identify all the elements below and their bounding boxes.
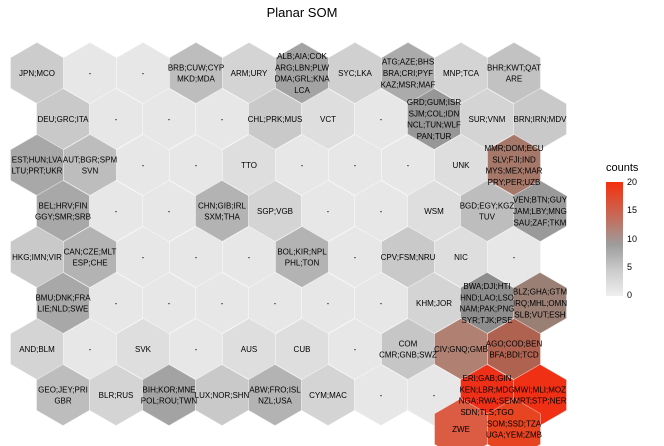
som-cell-label: -: [221, 115, 224, 124]
som-cell-label: -: [195, 345, 198, 354]
som-cell-label: AUT;BGR;SPM SVN: [63, 155, 118, 175]
som-cell-label: COM CMR;GNB;SWZ: [379, 339, 437, 359]
som-cell-label: -: [380, 207, 383, 216]
som-cell-label: TTO: [241, 161, 257, 170]
som-cell-label: BRN;IRN;MDV: [514, 115, 568, 124]
som-cell-label: BLR;RUS: [99, 391, 134, 400]
som-cell-label: VCT: [320, 115, 336, 124]
legend-tick: 10: [627, 233, 638, 244]
som-cell-label: -: [115, 299, 118, 308]
som-cell-label: BOL;KIR;NPL PHL;TON: [277, 247, 327, 267]
som-cell-label: -: [380, 115, 383, 124]
som-cell-label: SUR;VNM: [469, 115, 506, 124]
som-cell-label: LUX;NOR;SHN: [195, 391, 250, 400]
som-cell-label: MWI;MLI;MOZ MRT;STP;NER: [513, 385, 566, 405]
som-cell-label: AND;BLM: [19, 345, 55, 354]
som-cell-label: AUS: [241, 345, 257, 354]
som-cell-label: -: [168, 115, 171, 124]
som-cell-label: -: [513, 253, 516, 262]
som-cell-label: ALB;AIA;COK ARG;LBN;PLW DMA;GRL;KNA LCA: [274, 52, 330, 95]
som-cell-label: HKG;IMN;VIR: [12, 253, 62, 262]
som-cell-label: CYM;MAC: [309, 391, 347, 400]
som-cell-label: -: [327, 299, 330, 308]
som-cell-label: -: [195, 161, 198, 170]
som-cell-label: -: [168, 207, 171, 216]
som-cell-label: MNP;TCA: [443, 69, 480, 78]
som-cell-label: ERI;GAB;GIN KEN;LBR;MDG NGA;RWA;SEN SDN;TLS…: [459, 374, 516, 417]
som-cell-label: -: [380, 299, 383, 308]
som-cell-label: -: [380, 391, 383, 400]
legend-tick: 5: [627, 261, 633, 272]
som-cell-label: BGD;EGY;KGZ TUV: [460, 201, 515, 221]
som-cell-label: BLZ;GHA;GTM IRQ;MHL;OMN SLB;VUT;ESH: [513, 288, 568, 320]
legend-tick: 0: [627, 290, 633, 300]
som-cell-label: -: [142, 253, 145, 262]
som-cell-label: GRD;GUM;ISR SJM;COL;IDN NCL;TUN;WLF PAN;TUR: [407, 98, 461, 141]
som-cell-label: -: [354, 161, 357, 170]
som-cell-label: -: [354, 345, 357, 354]
som-cell-label: -: [327, 207, 330, 216]
som-cell-label: BEL;HRV;FIN GGY;SMR;SRB: [35, 201, 91, 221]
som-cell-label: ARM;URY: [231, 69, 268, 78]
som-cell-label: MMR;DOM;ECU SLV;FJI;IND MYS;MEX;MAR PRY;PER…: [484, 144, 543, 187]
som-cell-label: GEO;JEY;PRI GBR: [38, 385, 88, 405]
som-cell-label: CIV;GNQ;GMB: [434, 345, 488, 354]
som-cell-label: ZWE: [452, 425, 470, 434]
som-cell-label: SOM;SSD;TZA UGA;YEM;ZMB: [486, 419, 542, 439]
som-cell-label: EST;HUN;LVA LTU;PRT;UKR: [12, 155, 63, 175]
som-cell-label: BIH;KOR;MNE POL;ROU;TWN: [141, 385, 198, 405]
som-cell-label: CUB: [294, 345, 311, 354]
som-cell-label: NIC: [454, 253, 468, 262]
som-cell-label: VEN;BTN;GUY JAM;LBY;MNG SAU;ZAF;TKM: [513, 196, 568, 228]
som-cell-label: BWA;DJI;HTI HND;LAO;LSO NAM;PAK;PNG SYR;TJK…: [460, 282, 515, 325]
som-cell-label: KHM;JOR: [416, 299, 452, 308]
som-cell-label: CHN;GIB;IRL SXM;THA: [198, 201, 247, 221]
som-cell-label: SVK: [135, 345, 152, 354]
legend-tick: 15: [627, 205, 638, 216]
som-cell-label: -: [142, 69, 145, 78]
som-cell-label: -: [433, 391, 436, 400]
som-cell-label: SYC;LKA: [338, 69, 372, 78]
som-cell-label: -: [248, 253, 251, 262]
som-cell-label: WSM: [424, 207, 444, 216]
legend: counts 20 15 10 5 0: [606, 162, 662, 300]
som-cell-label: ATG;AZE;BHS BRA;CRI;PYF KAZ;MSR;MAF: [381, 58, 436, 90]
som-cell-label: CHL;PRK;MUS: [248, 115, 303, 124]
som-cell-label: DEU;GRC;ITA: [38, 115, 90, 124]
legend-title: counts: [606, 162, 639, 174]
som-cell-label: -: [115, 115, 118, 124]
som-hex-cell: [487, 397, 541, 446]
som-cell-label: -: [407, 161, 410, 170]
som-cell-label: -: [142, 161, 145, 170]
som-cell-label: -: [115, 207, 118, 216]
som-cell-label: SGP;VGB: [257, 207, 293, 216]
som-cell-label: AGO;COD;BEN BFA;BDI;TCD: [486, 339, 543, 359]
som-cell-label: UNK: [453, 161, 471, 170]
som-cell-label: CPV;FSM;NRU: [381, 253, 436, 262]
som-cell-label: JPN;MCO: [19, 69, 55, 78]
som-cell-label: ABW;FRO;ISL NZL;USA: [249, 385, 301, 405]
som-cell-label: -: [89, 69, 92, 78]
legend-colorbar: [606, 182, 623, 296]
som-cell-label: -: [89, 345, 92, 354]
som-cell-label: -: [168, 299, 171, 308]
som-cell-label: -: [354, 253, 357, 262]
plot-title: Planar SOM: [266, 5, 338, 20]
legend-tick: 20: [627, 177, 638, 187]
som-cell-label: BMU;DNK;FRA LIE;NLD;SWE: [35, 293, 91, 313]
som-cell-label: BRB;CUW;CYP MKD;MDA: [168, 63, 224, 83]
som-cell-label: -: [301, 161, 304, 170]
som-cell-label: BHR;KWT;QAT ARE: [487, 63, 541, 83]
som-cell-label: CAN;CZE;MLT ESP;CHE: [64, 247, 117, 267]
som-cell-label: -: [274, 299, 277, 308]
legend-tick-labels: 20 15 10 5 0: [627, 178, 637, 300]
som-cell-label: -: [221, 299, 224, 308]
som-cell-label: -: [195, 253, 198, 262]
